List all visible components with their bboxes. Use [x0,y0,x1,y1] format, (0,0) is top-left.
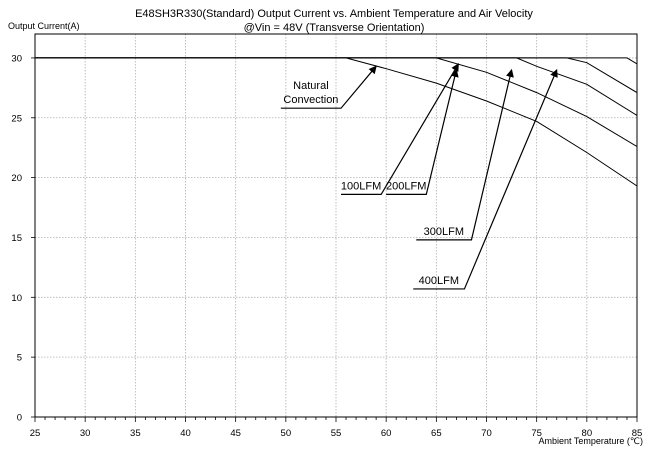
axes [31,33,638,422]
y-tick-label: 0 [17,413,22,424]
y-tick-label: 10 [11,293,22,304]
annotation-arrow [341,63,459,195]
x-tick-label: 80 [582,428,593,439]
y-axis-label: Output Current(A) [8,21,80,31]
tick-labels: 25 30 35 40 45 50 55 60 65 70 75 80 85 0 5 10 15 20 25 30 [11,53,642,439]
chart-subtitle: @Vin = 48V (Transverse Orientation) [244,22,425,34]
annotation-arrow [416,68,514,241]
x-tick-label: 35 [130,428,141,439]
y-tick-label: 25 [11,113,22,124]
annotations: Natural Convection 100LFM 200LFM 300LFM 400LF… [280,63,558,290]
annotation-arrow [413,68,558,290]
annotation-label: Convection [283,94,338,106]
x-tick-label: 70 [481,428,492,439]
annotation-label: 400LFM [419,275,459,287]
plot-frame [34,33,638,418]
y-tick-label: 30 [11,53,22,64]
x-tick-label: 25 [30,428,41,439]
series-lines [35,57,638,187]
x-tick-label: 30 [80,428,91,439]
y-tick-label: 20 [11,173,22,184]
y-tick-label: 5 [17,353,22,364]
annotation-label: 200LFM [386,180,426,192]
x-tick-label: 65 [431,428,442,439]
series-line [35,57,638,65]
series-line [35,57,638,94]
annotation-arrow [386,68,459,195]
x-tick-label: 55 [331,428,342,439]
x-tick-label: 40 [180,428,191,439]
chart-title: E48SH3R330(Standard) Output Current vs. … [135,8,533,20]
x-tick-label: 85 [632,428,643,439]
x-tick-label: 60 [381,428,392,439]
annotation-label: 300LFM [424,226,464,238]
x-tick-label: 45 [230,428,241,439]
x-tick-label: 50 [281,428,292,439]
annotation-label: Natural [293,80,328,92]
y-tick-label: 15 [11,233,22,244]
series-line [35,57,638,187]
annotation-arrow [280,65,377,109]
x-axis-label: Ambient Temperature (℃) [539,436,643,446]
x-tick-label: 75 [531,428,542,439]
grid [34,34,638,418]
annotation-label: 100LFM [341,180,381,192]
